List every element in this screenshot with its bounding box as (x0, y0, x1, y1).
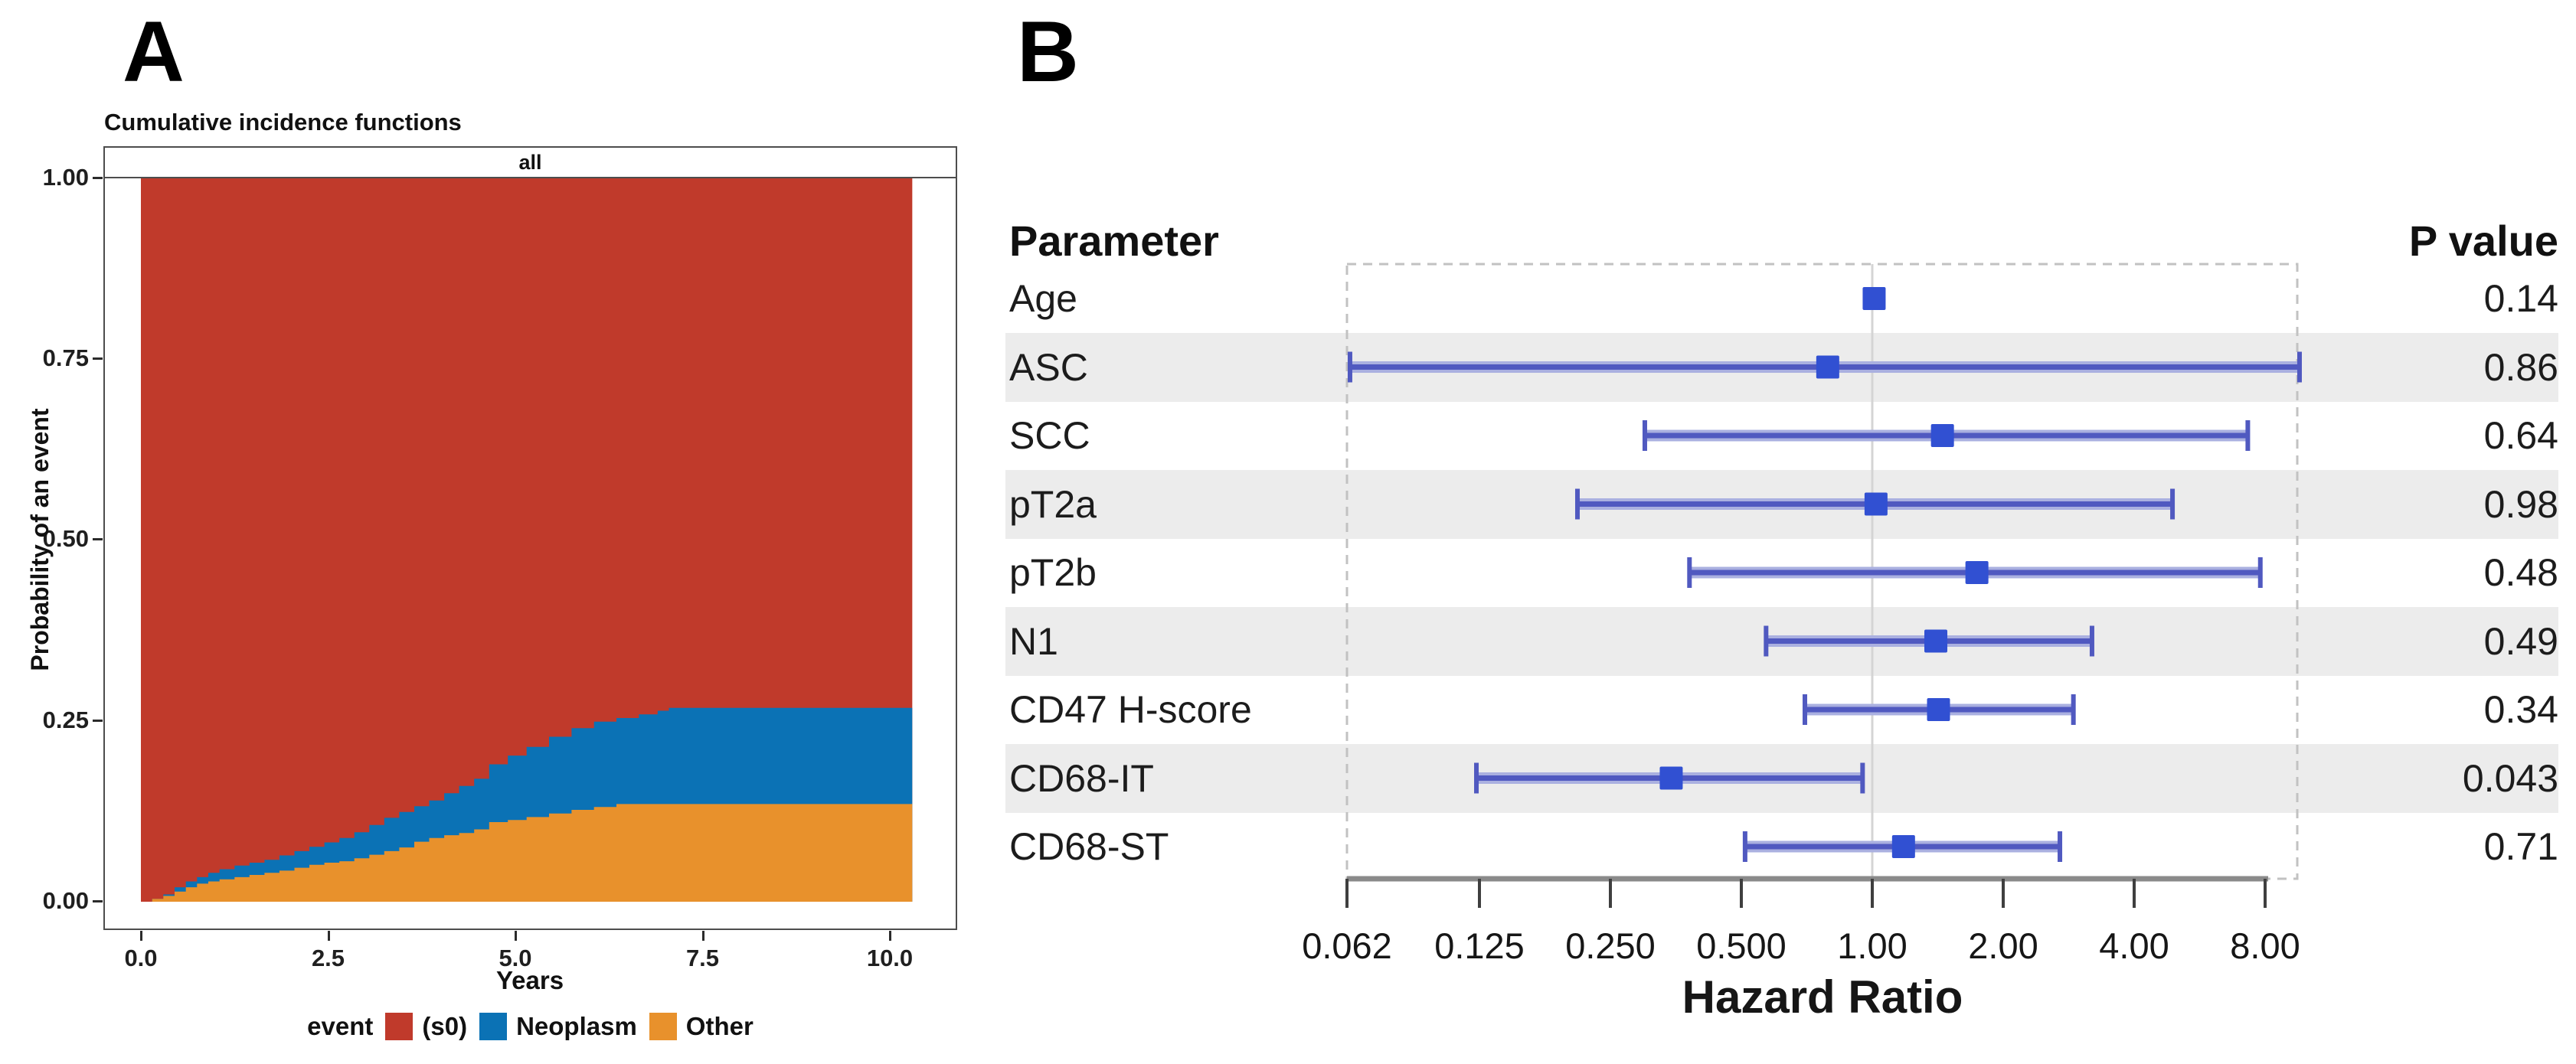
hr-square (1659, 766, 1683, 790)
forest-panel-border (1345, 263, 2299, 880)
x-tick-mark (515, 931, 517, 941)
y-tick-mark (93, 720, 103, 722)
cif-plot-panel (103, 177, 957, 930)
p-value: 0.64 (2483, 414, 2558, 457)
legend-swatch-neoplasm (479, 1013, 508, 1040)
legend-item: (s0) (385, 1012, 467, 1041)
forest-x-axis-title: Hazard Ratio (1682, 971, 1963, 1023)
parameter-label: pT2b (1009, 551, 1097, 594)
cif-legend-title: event (307, 1012, 374, 1040)
y-tick-label: 0.75 (42, 344, 89, 371)
p-value: 0.34 (2483, 688, 2558, 731)
x-tick-label: 7.5 (685, 945, 720, 971)
hr-square (1927, 698, 1950, 721)
y-tick-mark (93, 538, 103, 540)
y-tick-mark (93, 177, 103, 179)
panel-a-label: A (123, 4, 185, 100)
parameter-label: ASC (1009, 345, 1088, 389)
y-tick-mark (93, 357, 103, 360)
facet-strip-label: all (518, 150, 542, 174)
x-tick-label: 0.0 (124, 945, 158, 971)
p-value: 0.49 (2483, 619, 2558, 663)
parameter-label: pT2a (1009, 482, 1097, 526)
cif-y-axis-title: Probability of an event (26, 408, 54, 671)
hr-square (1864, 492, 1888, 516)
legend-label: Neoplasm (516, 1012, 637, 1040)
hr-square (1816, 355, 1839, 379)
forest-plot (1345, 263, 2302, 908)
cif-stacked-area-chart (141, 178, 913, 902)
panel-b-label: B (1017, 4, 1079, 100)
x-tick-label: 1.00 (1837, 925, 1907, 966)
y-tick-mark (93, 900, 103, 902)
panel-a-title: Cumulative incidence functions (104, 109, 462, 135)
cif-x-axis-title: Years (495, 966, 564, 994)
hr-square (1891, 835, 1915, 858)
x-tick-label: 2.5 (311, 945, 345, 971)
legend-item: Neoplasm (479, 1012, 637, 1041)
parameter-label: CD47 H-score (1009, 688, 1252, 731)
p-value-column-header: P value (2408, 217, 2558, 265)
legend-swatch-other (649, 1013, 677, 1040)
parameter-column-header: Parameter (1009, 217, 1219, 265)
hr-square (1862, 287, 1886, 310)
y-tick-label: 0.00 (42, 887, 89, 914)
x-tick-label: 4.00 (2099, 925, 2169, 966)
legend-label: (s0) (422, 1012, 468, 1040)
p-value: 0.48 (2483, 551, 2558, 594)
x-tick-label: 8.00 (2230, 925, 2300, 966)
x-tick-label: 5.0 (499, 945, 532, 971)
x-tick-mark (140, 931, 142, 941)
p-value: 0.98 (2483, 482, 2558, 526)
cif-legend: event (s0) Neoplasm Other (103, 1012, 957, 1041)
y-tick-label: 1.00 (42, 164, 89, 191)
parameter-label: Age (1009, 277, 1077, 320)
facet-strip: all (103, 146, 957, 178)
x-tick-mark (327, 931, 330, 941)
hr-square (1930, 424, 1954, 447)
x-tick-mark (889, 931, 891, 941)
parameter-label: SCC (1009, 414, 1090, 457)
p-value: 0.043 (2462, 756, 2558, 800)
parameter-label: CD68-ST (1009, 825, 1169, 868)
legend-label: Other (685, 1012, 754, 1040)
x-tick-label: 0.125 (1434, 925, 1525, 966)
y-tick-label: 0.25 (42, 707, 89, 733)
x-tick-label: 0.500 (1696, 925, 1787, 966)
x-tick-label: 2.00 (1968, 925, 2038, 966)
x-tick-label: 0.250 (1565, 925, 1656, 966)
y-tick-label: 0.50 (42, 525, 89, 552)
x-tick-mark (701, 931, 704, 941)
p-value: 0.86 (2483, 345, 2558, 389)
x-tick-label: 10.0 (866, 945, 914, 971)
parameter-label: CD68-IT (1009, 756, 1154, 800)
p-value: 0.14 (2483, 277, 2558, 320)
p-value: 0.71 (2483, 825, 2558, 868)
parameter-label: N1 (1009, 619, 1058, 663)
legend-item: Other (649, 1012, 754, 1041)
x-tick-label: 0.062 (1302, 925, 1392, 966)
hr-square (1965, 561, 1989, 584)
legend-swatch-s0 (385, 1013, 414, 1040)
hr-square (1924, 629, 1948, 653)
area-other (141, 804, 913, 902)
